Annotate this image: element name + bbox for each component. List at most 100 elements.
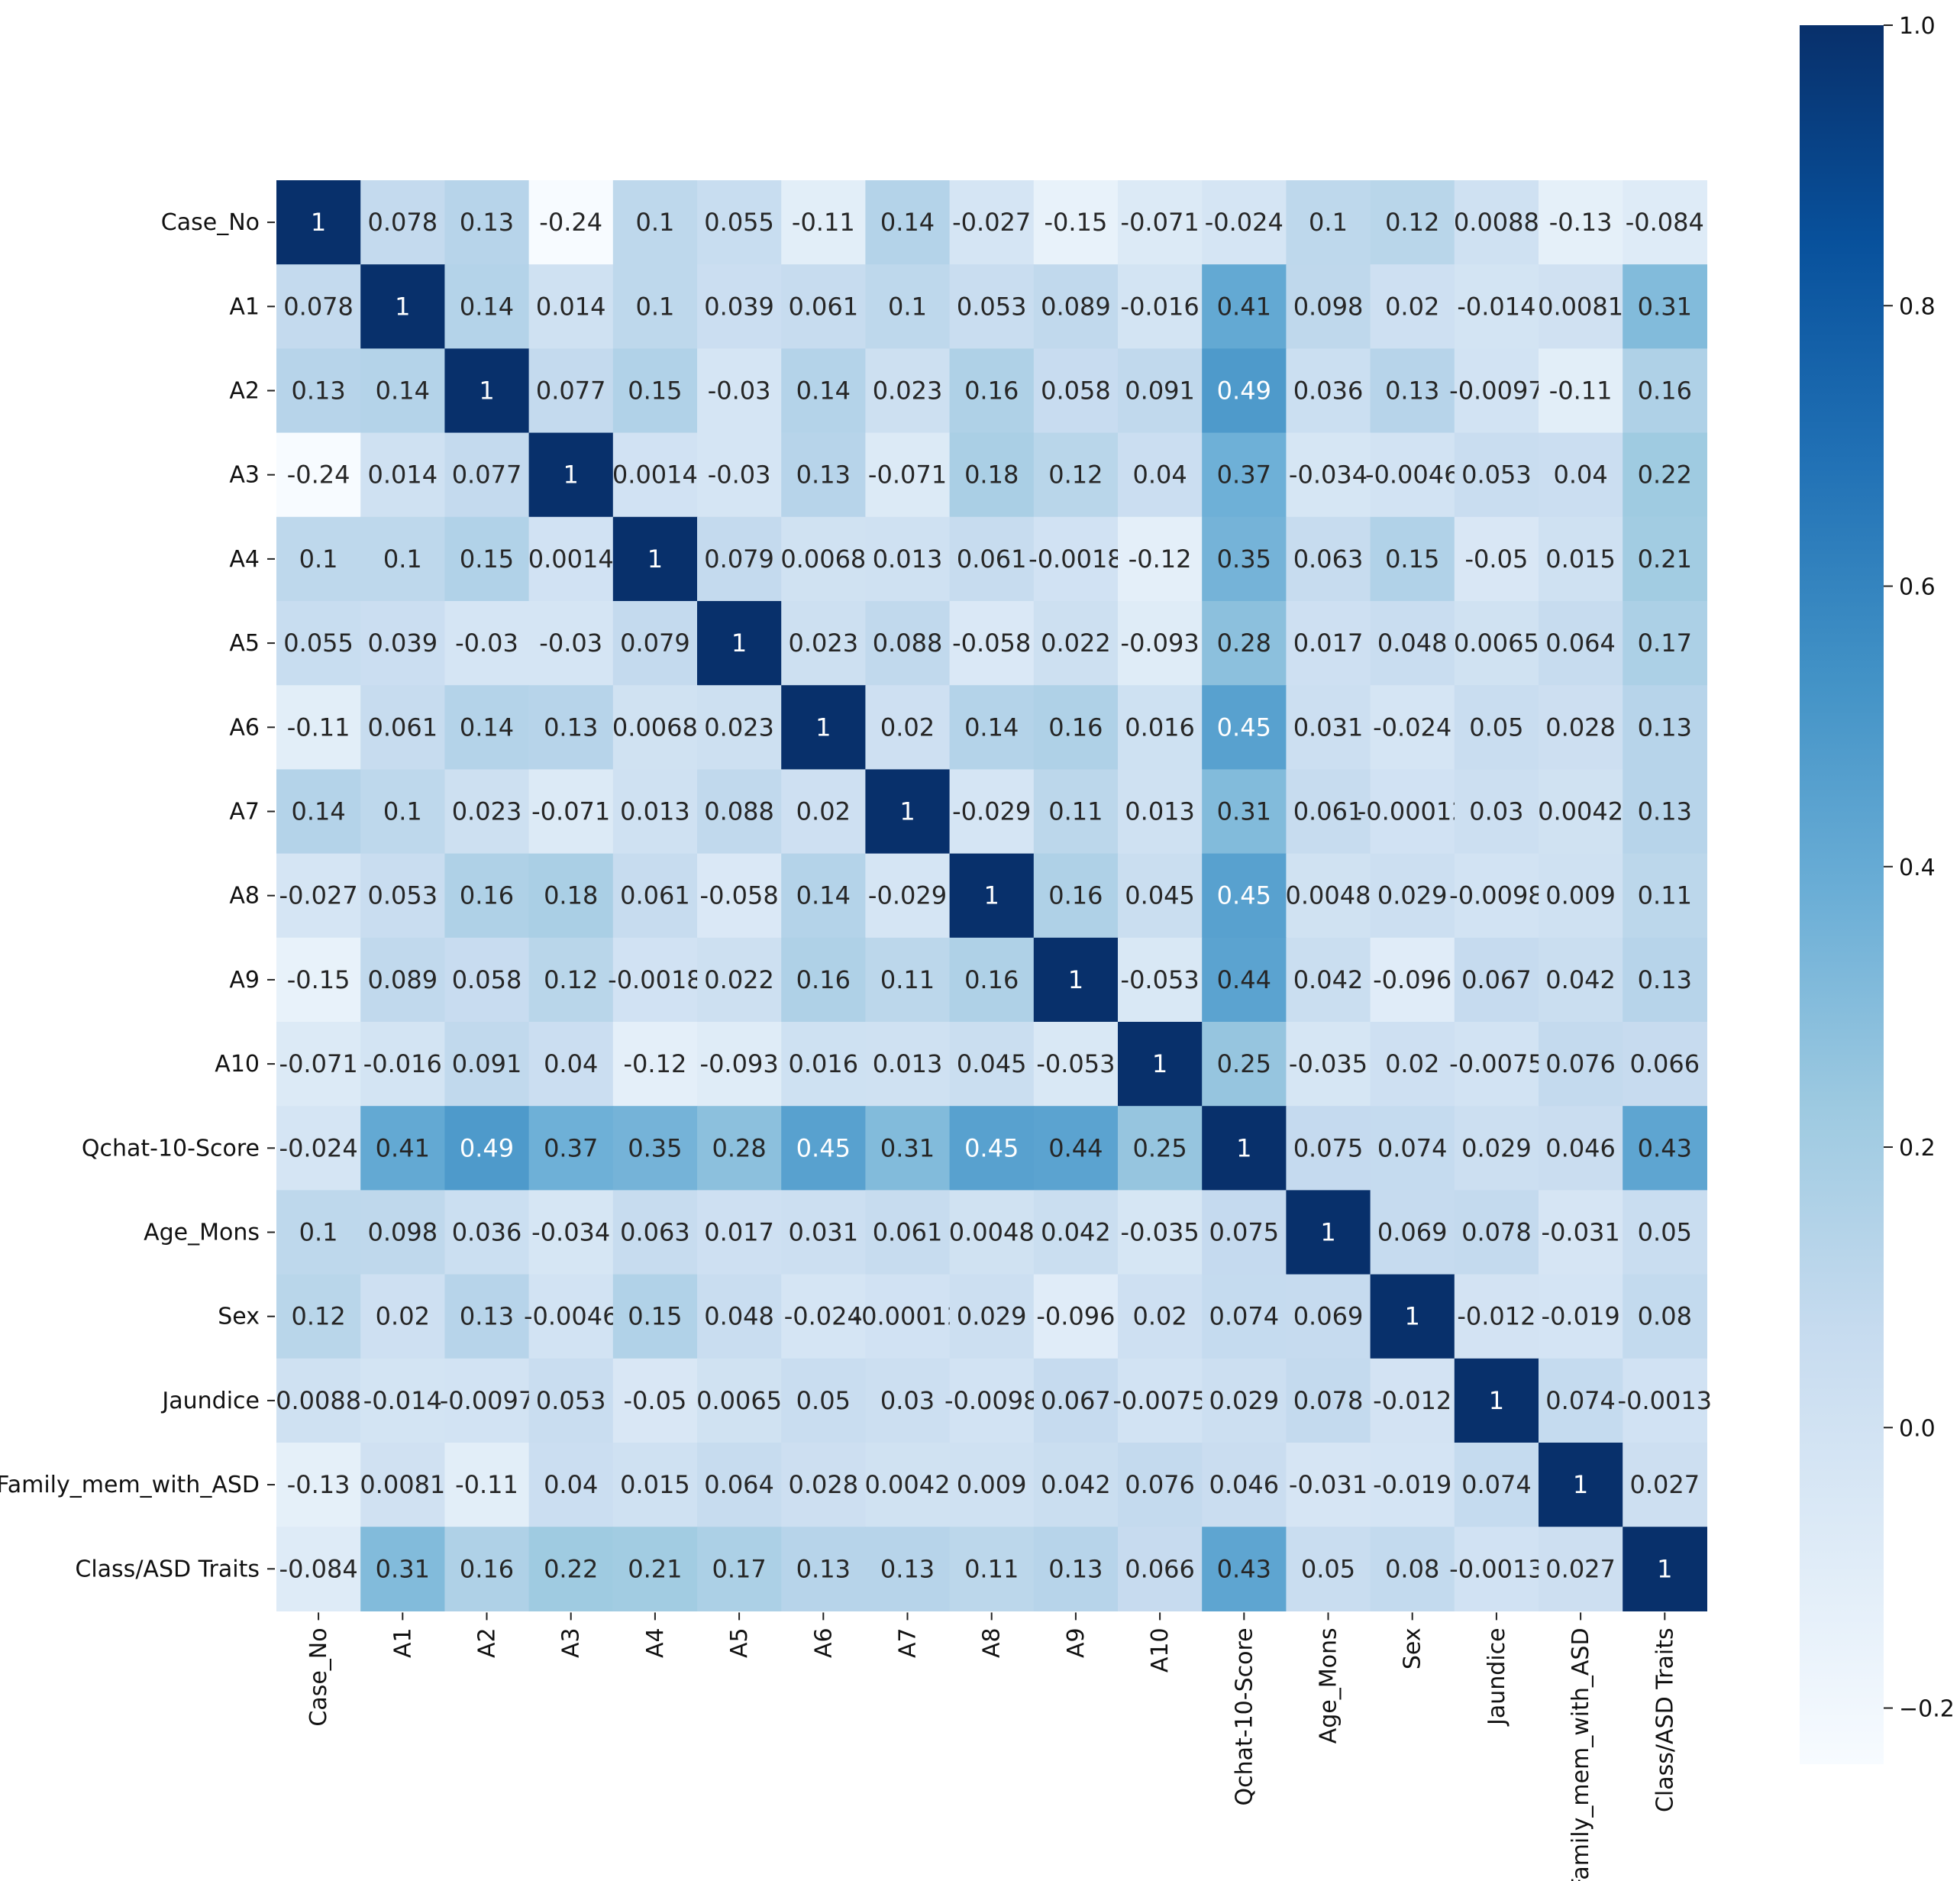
heatmap-cell-value: 0.25 [1217, 1049, 1271, 1078]
heatmap-cell-value: 0.44 [1048, 1133, 1103, 1162]
heatmap-cell-value: 0.089 [367, 965, 438, 994]
heatmap-cell-value: 0.18 [964, 461, 1019, 490]
heatmap-cell [865, 1106, 951, 1191]
heatmap-cell-value: -0.24 [539, 208, 602, 237]
heatmap-cell [1118, 1274, 1203, 1359]
heatmap-cell-value: 0.064 [704, 1470, 774, 1499]
heatmap-cell [276, 264, 361, 349]
heatmap-cell [1118, 1443, 1203, 1527]
heatmap-cell-value: -0.019 [1542, 1302, 1620, 1331]
heatmap-cell [528, 348, 614, 434]
y-axis-label: Sex [218, 1304, 260, 1330]
heatmap-cell [1202, 1527, 1287, 1611]
heatmap-cell-value: -0.053 [1121, 965, 1200, 994]
heatmap-cell [781, 1274, 866, 1359]
heatmap-cell-value: 0.063 [620, 1218, 690, 1247]
heatmap-cell-value: -0.0075 [1449, 1049, 1544, 1078]
heatmap-cell [276, 348, 361, 434]
heatmap-cell-value: 0.053 [536, 1386, 606, 1415]
x-axis-label: A8 [979, 1627, 1006, 1658]
colorbar-tick-label: 1.0 [1899, 13, 1936, 40]
heatmap-cell [781, 180, 866, 265]
heatmap-cell [360, 769, 445, 855]
heatmap-cell [612, 180, 698, 265]
heatmap-cells: 1 0.078 0.13 -0.24 0.1 0.055 -0.11 0.14 -0.027 -0… [276, 180, 1712, 1611]
heatmap-cell [1033, 685, 1119, 770]
heatmap-cell [360, 1106, 445, 1191]
y-axis-label: Qchat-10-Score [82, 1135, 260, 1162]
heatmap-cell-value: 0.0068 [780, 545, 866, 574]
heatmap-cell [1623, 1106, 1707, 1191]
heatmap-cell-value: -0.016 [363, 1049, 442, 1078]
heatmap-cell [1454, 1358, 1539, 1443]
heatmap-cell-value: 1 [1405, 1302, 1420, 1331]
heatmap-cell-value: -0.0075 [1112, 1386, 1207, 1415]
heatmap-cell-value: 0.28 [712, 1133, 766, 1162]
heatmap-cell-value: 0.042 [1041, 1218, 1111, 1247]
heatmap-cell-value: 0.16 [1048, 881, 1103, 910]
heatmap-cell-value: -0.03 [708, 377, 771, 406]
heatmap-cell-value: 0.13 [1638, 713, 1692, 742]
heatmap-cell-value: 0.14 [796, 377, 851, 406]
heatmap-cell-value: 0.075 [1209, 1218, 1279, 1247]
heatmap-cell [1286, 1274, 1371, 1359]
heatmap-cell-value: 0.45 [1217, 881, 1271, 910]
heatmap-cell-value: 0.013 [620, 797, 690, 826]
heatmap-cell [1033, 348, 1119, 434]
heatmap-cell-value: -0.031 [1542, 1218, 1620, 1247]
heatmap-cell [781, 853, 866, 939]
heatmap-cell-value: 0.031 [788, 1218, 858, 1247]
heatmap-cell-value: 0.039 [367, 629, 438, 658]
heatmap-cell [949, 601, 1035, 686]
heatmap-cell-value: 0.022 [704, 965, 774, 994]
heatmap-cell-value: 0.074 [1209, 1302, 1279, 1331]
heatmap-cell-value: -0.024 [784, 1302, 863, 1331]
heatmap-cell [1118, 685, 1203, 770]
heatmap-cell [528, 1190, 614, 1275]
heatmap-cell-value: -0.0018 [608, 965, 702, 994]
heatmap-cell-value: 0.02 [1385, 1049, 1439, 1078]
heatmap-cell-value: 0.1 [299, 1218, 338, 1247]
heatmap-cell-value: 0.0081 [360, 1470, 445, 1499]
heatmap-cell [697, 1022, 782, 1107]
heatmap-cell [1454, 1022, 1539, 1107]
heatmap-cell-value: 0.067 [1461, 965, 1532, 994]
heatmap-cell-value: 0.015 [1545, 545, 1616, 574]
heatmap-cell-value: -0.05 [1465, 545, 1529, 574]
heatmap-cell [1286, 853, 1371, 939]
heatmap-cell [444, 1022, 530, 1107]
heatmap-cell-value: 0.078 [367, 208, 438, 237]
y-axis-label: A3 [229, 462, 260, 489]
heatmap-cell-value: 0.08 [1638, 1302, 1692, 1331]
heatmap-cell [360, 937, 445, 1023]
x-axis-label: Class/ASD Traits [1652, 1627, 1678, 1812]
heatmap-cell-value: 1 [984, 881, 999, 910]
heatmap-cell [528, 432, 614, 518]
heatmap-cell-value: 0.023 [452, 797, 522, 826]
heatmap-cell-value: -0.024 [1205, 208, 1284, 237]
heatmap-cell-value: 1 [479, 377, 494, 406]
heatmap-cell-value: 0.064 [1545, 629, 1616, 658]
heatmap-cell-value: 0.35 [628, 1133, 682, 1162]
heatmap-cell [1202, 180, 1287, 265]
heatmap-cell-value: -0.071 [1121, 208, 1200, 237]
heatmap-cell [1623, 180, 1707, 265]
heatmap-cell-value: 1 [1573, 1470, 1588, 1499]
heatmap-cell [949, 1022, 1035, 1107]
heatmap-cell [528, 264, 614, 349]
heatmap-cell [360, 601, 445, 686]
heatmap-cell [865, 937, 951, 1023]
heatmap-cell [949, 1443, 1035, 1527]
heatmap-cell [528, 853, 614, 939]
heatmap-cell-value: -0.071 [868, 461, 947, 490]
heatmap-cell [612, 685, 698, 770]
heatmap-cell [949, 1190, 1035, 1275]
heatmap-cell [612, 264, 698, 349]
colorbar-tick-label: −0.2 [1899, 1696, 1955, 1723]
heatmap-cell-value: 1 [1068, 965, 1083, 994]
heatmap-cell-value: -0.12 [1129, 545, 1192, 574]
heatmap-cell [1202, 264, 1287, 349]
heatmap-cell-value: 0.029 [957, 1302, 1027, 1331]
heatmap-cell [1623, 348, 1707, 434]
heatmap-cell [781, 1190, 866, 1275]
